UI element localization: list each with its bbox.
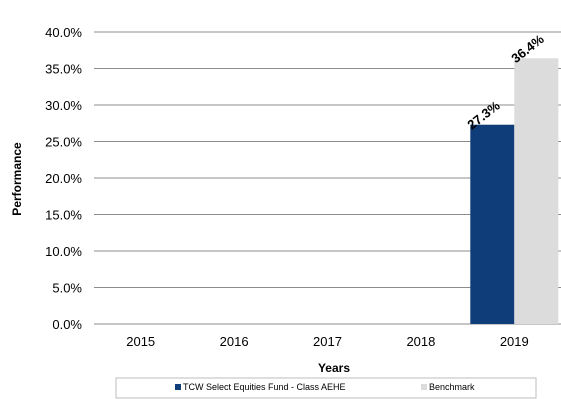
bar (514, 58, 559, 324)
y-tick-label: 35.0% (45, 62, 82, 77)
x-tick-label: 2015 (126, 334, 155, 349)
bars (470, 58, 559, 325)
legend-box (115, 377, 537, 399)
y-tick-label: 5.0% (52, 281, 82, 296)
legend-label-benchmark: Benchmark (429, 382, 475, 392)
x-tick-label: 2016 (220, 334, 249, 349)
y-tick-labels: 0.0% 5.0% 10.0% 15.0% 20.0% 25.0% 30.0% 35.0% 40… (45, 25, 82, 332)
gridlines (94, 31, 561, 325)
legend-swatch-benchmark (421, 384, 427, 390)
y-tick-label: 25.0% (45, 135, 82, 150)
y-tick-label: 30.0% (45, 98, 82, 113)
x-axis-title: Years (318, 361, 350, 375)
legend: TCW Select Equities Fund - Class AEHE Be… (115, 377, 537, 399)
x-tick-label: 2018 (406, 334, 435, 349)
x-tick-labels: 2015 2016 2017 2018 2019 (126, 334, 529, 349)
y-tick-label: 40.0% (45, 25, 82, 40)
y-tick-label: 0.0% (52, 317, 82, 332)
x-tick-label: 2017 (313, 334, 342, 349)
y-axis-title: Performance (10, 142, 24, 216)
bar (470, 124, 515, 325)
x-tick-label: 2019 (500, 334, 529, 349)
y-tick-label: 15.0% (45, 208, 82, 223)
legend-label-fund: TCW Select Equities Fund - Class AEHE (183, 382, 346, 392)
legend-swatch-fund (175, 384, 181, 390)
y-tick-label: 10.0% (45, 244, 82, 259)
y-tick-label: 20.0% (45, 171, 82, 186)
